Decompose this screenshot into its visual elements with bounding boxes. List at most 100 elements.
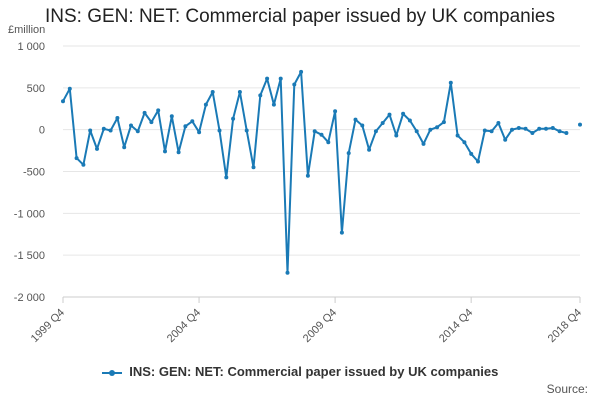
data-point xyxy=(101,126,106,131)
data-point xyxy=(367,147,372,152)
data-point xyxy=(169,114,174,119)
y-axis-unit-label: £million xyxy=(8,24,46,36)
data-point xyxy=(203,102,208,107)
x-tick-label: 2009 Q4 xyxy=(301,307,339,345)
data-point xyxy=(489,129,494,134)
x-tick-label: 2004 Q4 xyxy=(165,307,203,345)
data-point xyxy=(312,129,317,134)
data-point xyxy=(108,128,113,133)
data-point xyxy=(441,120,446,125)
data-point xyxy=(244,128,249,133)
data-point xyxy=(482,128,487,133)
axes xyxy=(62,296,581,303)
data-point xyxy=(435,125,440,130)
data-point xyxy=(530,131,535,135)
data-point xyxy=(258,93,263,98)
data-point xyxy=(387,112,392,117)
data-point xyxy=(299,69,304,74)
data-point xyxy=(333,109,338,114)
source-label: Source: xyxy=(546,382,588,396)
data-point xyxy=(510,127,514,132)
y-tick-label: -1 500 xyxy=(14,250,45,262)
data-point xyxy=(88,128,93,133)
data-point xyxy=(339,230,344,235)
data-point xyxy=(462,140,467,145)
data-point xyxy=(305,173,310,178)
data-point xyxy=(394,133,399,138)
data-point xyxy=(74,156,79,161)
y-tick-label: 0 xyxy=(39,125,45,137)
data-point xyxy=(142,110,147,115)
data-point xyxy=(237,90,242,94)
y-tick-label: -1 000 xyxy=(14,208,45,220)
legend[interactable]: INS: GEN: NET: Commercial paper issued b… xyxy=(0,364,600,379)
y-tick-label: -2 000 xyxy=(14,292,45,304)
series-group xyxy=(61,69,582,275)
data-point xyxy=(469,151,474,156)
data-point xyxy=(115,116,120,120)
data-point xyxy=(81,162,86,167)
data-point xyxy=(292,82,297,87)
data-point xyxy=(407,118,412,123)
data-point xyxy=(176,150,181,155)
data-point xyxy=(360,123,365,128)
data-point xyxy=(401,111,406,116)
data-point xyxy=(67,86,72,91)
data-point xyxy=(183,124,188,129)
data-point xyxy=(163,149,167,154)
y-axis-tick-labels: 1 000 500 0 -500 -1 000 -1 500 -2 000 xyxy=(14,41,45,304)
data-point xyxy=(503,137,508,142)
data-point xyxy=(149,120,154,125)
data-point xyxy=(224,175,229,180)
data-point xyxy=(210,90,215,94)
data-point xyxy=(353,117,358,122)
data-point xyxy=(550,126,555,130)
data-point xyxy=(197,130,202,135)
data-point xyxy=(135,129,140,134)
data-point xyxy=(557,129,562,134)
data-point xyxy=(578,122,582,127)
y-tick-label: 500 xyxy=(27,83,45,95)
data-point xyxy=(319,132,324,137)
series-line xyxy=(62,70,567,274)
data-point xyxy=(516,126,521,130)
data-point xyxy=(448,80,453,85)
x-tick-label: 2018 Q4 xyxy=(546,307,584,345)
data-point xyxy=(476,159,480,164)
data-point xyxy=(421,141,426,146)
data-point xyxy=(346,151,351,156)
data-point xyxy=(414,129,419,134)
data-point xyxy=(285,270,290,275)
x-tick-label: 2014 Q4 xyxy=(437,307,475,345)
data-point xyxy=(278,76,283,81)
data-point xyxy=(156,108,161,113)
data-point xyxy=(251,165,256,170)
y-tick-label: 1 000 xyxy=(17,41,45,53)
y-tick-label: -500 xyxy=(23,167,45,179)
data-point xyxy=(380,121,385,125)
data-point xyxy=(428,127,433,132)
data-point xyxy=(523,126,528,131)
data-point xyxy=(217,128,222,133)
data-point xyxy=(373,129,378,134)
chart-title: INS: GEN: NET: Commercial paper issued b… xyxy=(44,6,555,27)
data-point xyxy=(326,140,331,145)
data-point xyxy=(129,123,133,128)
data-point xyxy=(271,102,276,107)
data-point xyxy=(564,131,569,135)
data-point xyxy=(455,133,460,138)
legend-swatch xyxy=(101,368,122,378)
x-axis-tick-labels: 1999 Q4 2004 Q4 2009 Q4 2014 Q4 2018 Q4 xyxy=(29,307,584,345)
legend-marker xyxy=(108,369,115,376)
data-point xyxy=(544,126,548,131)
data-point xyxy=(496,121,501,125)
x-tick-label: 1999 Q4 xyxy=(29,307,67,345)
data-point xyxy=(537,126,542,131)
data-point xyxy=(231,116,236,121)
gridlines xyxy=(63,45,580,298)
data-point xyxy=(265,76,270,81)
data-point xyxy=(95,146,99,151)
data-point xyxy=(190,119,195,124)
data-point xyxy=(122,145,127,150)
